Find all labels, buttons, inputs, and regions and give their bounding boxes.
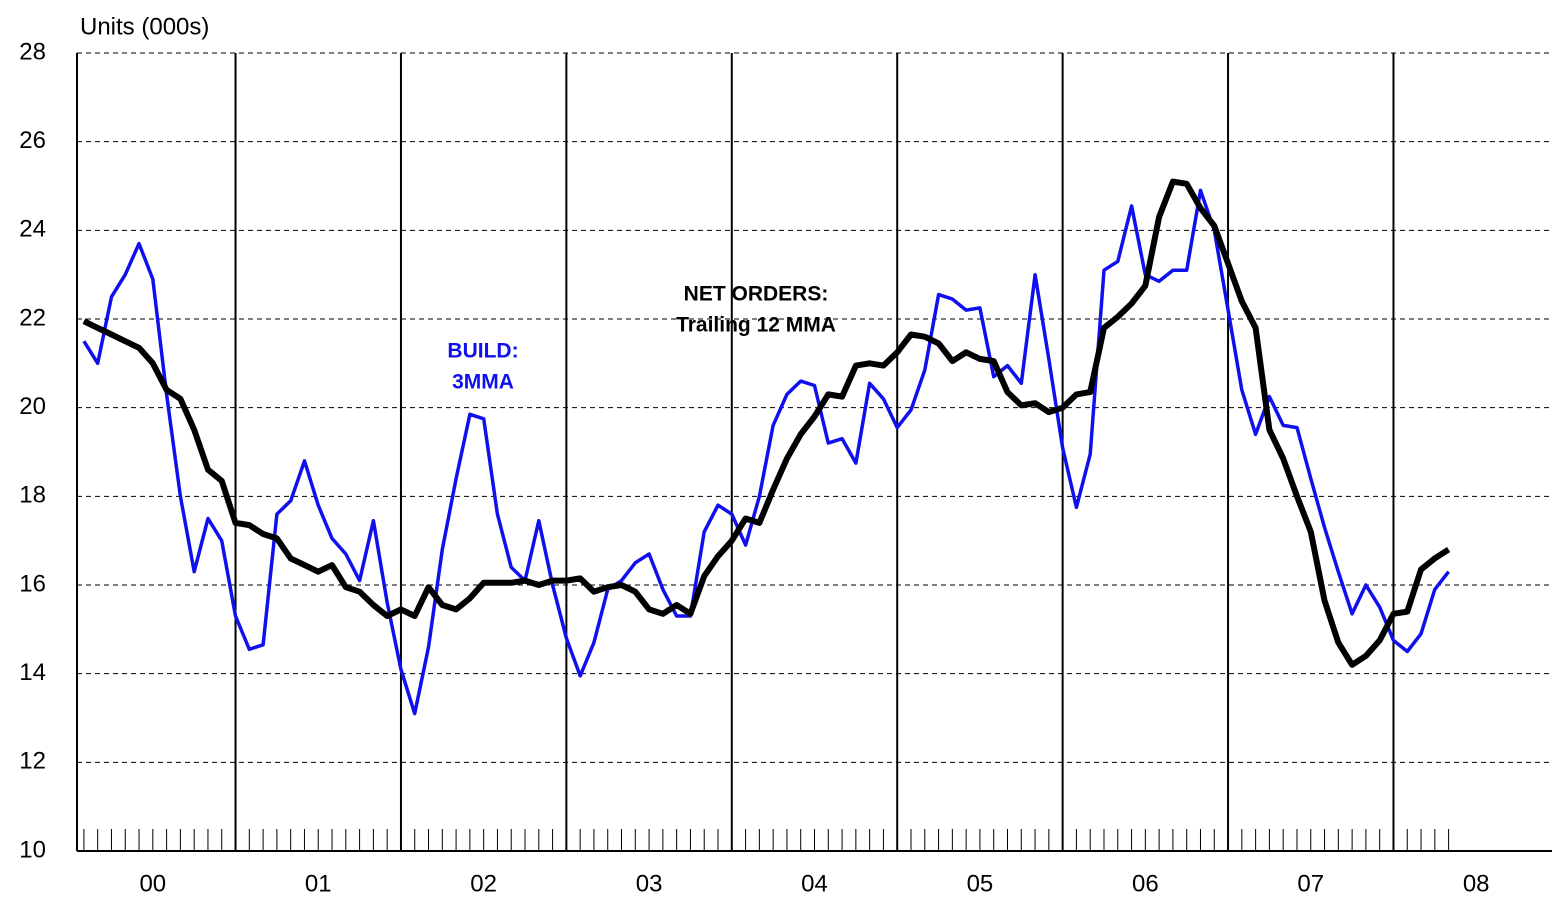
- y-tick-label: 24: [19, 216, 46, 243]
- y-tick-label: 22: [19, 304, 46, 331]
- x-tick-label: 04: [801, 870, 828, 897]
- x-tick-label: 03: [636, 870, 663, 897]
- x-tick-label: 01: [305, 870, 332, 897]
- y-tick-label: 16: [19, 570, 46, 597]
- y-tick-label: 18: [19, 482, 46, 509]
- x-tick-label: 00: [139, 870, 166, 897]
- y-axis-label: Units (000s): [80, 13, 209, 40]
- annotation: Trailing 12 MMA: [676, 314, 836, 337]
- x-tick-label: 02: [470, 870, 497, 897]
- x-tick-label: 06: [1132, 870, 1159, 897]
- series-line: [82, 178, 1451, 668]
- x-tick-label: 08: [1463, 870, 1490, 897]
- y-tick-label: 20: [19, 393, 46, 420]
- y-tick-label: 14: [19, 659, 46, 686]
- y-tick-label: 10: [19, 836, 46, 863]
- x-tick-label: 05: [967, 870, 994, 897]
- y-tick-label: 28: [19, 38, 46, 65]
- y-tick-label: 12: [19, 748, 46, 775]
- annotation: 3MMA: [452, 371, 514, 394]
- series-line: [82, 188, 1450, 716]
- annotation: BUILD:: [447, 340, 518, 363]
- x-tick-label: 07: [1297, 870, 1324, 897]
- annotation: NET ORDERS:: [684, 283, 829, 306]
- y-tick-label: 26: [19, 127, 46, 154]
